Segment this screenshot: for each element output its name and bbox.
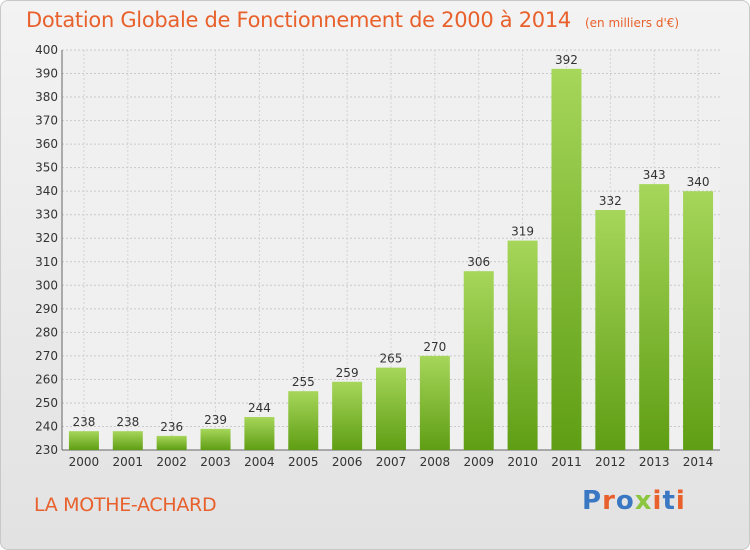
y-tick-label: 310 (35, 255, 58, 269)
bar-2006 (332, 381, 363, 450)
value-label-2014: 340 (687, 175, 710, 189)
bar-2002 (156, 435, 187, 450)
bar-2010 (507, 240, 538, 450)
x-tick-label: 2006 (332, 455, 363, 469)
logo-letter: r (602, 486, 616, 516)
x-tick-label: 2004 (244, 455, 275, 469)
proxiti-logo[interactable]: Proxiti (582, 486, 686, 516)
x-tick-label: 2005 (288, 455, 319, 469)
value-label-2001: 238 (116, 415, 139, 429)
logo-letter: i (675, 486, 686, 516)
y-tick-label: 320 (35, 231, 58, 245)
value-label-2006: 259 (336, 366, 359, 380)
city-name: LA MOTHE-ACHARD (34, 494, 217, 516)
y-tick-label: 340 (35, 184, 58, 198)
y-tick-label: 390 (35, 67, 58, 81)
value-label-2003: 239 (204, 413, 227, 427)
logo-letter: t (662, 486, 676, 516)
y-tick-label: 400 (35, 43, 58, 57)
value-label-2010: 319 (511, 225, 534, 239)
bar-2008 (419, 355, 450, 450)
chart-subtitle: (en milliers d'€) (584, 16, 680, 30)
bar-2007 (376, 367, 406, 450)
y-tick-label: 240 (35, 419, 58, 433)
value-label-2008: 270 (423, 340, 446, 354)
bars-layer (68, 68, 714, 451)
value-label-2000: 238 (72, 415, 95, 429)
value-label-2002: 236 (160, 420, 183, 434)
value-label-2009: 306 (467, 255, 490, 269)
value-label-2007: 265 (380, 352, 403, 366)
bar-2011 (551, 68, 582, 450)
y-tick-label: 260 (35, 372, 58, 386)
x-tick-label: 2014 (683, 455, 714, 469)
x-tick-label: 2000 (69, 455, 100, 469)
chart-title: Dotation Globale de Fonctionnement de 20… (26, 8, 679, 32)
logo-letter: i (652, 486, 663, 516)
y-tick-label: 230 (35, 443, 58, 457)
logo-letter: P (582, 486, 603, 516)
logo-letter: x (634, 486, 653, 516)
y-tick-label: 380 (35, 90, 58, 104)
x-tick-label: 2008 (420, 455, 451, 469)
value-label-2005: 255 (292, 375, 315, 389)
value-label-2012: 332 (599, 194, 622, 208)
y-tick-label: 360 (35, 137, 58, 151)
bar-2001 (112, 431, 143, 450)
y-tick-label: 250 (35, 396, 58, 410)
y-tick-label: 350 (35, 161, 58, 175)
bar-2014 (683, 191, 714, 451)
bar-2012 (595, 210, 626, 450)
value-label-2004: 244 (248, 401, 271, 415)
y-tick-label: 280 (35, 325, 58, 339)
value-label-2011: 392 (555, 53, 578, 67)
bar-2009 (463, 271, 494, 450)
bar-2013 (639, 184, 670, 450)
x-tick-label: 2001 (113, 455, 144, 469)
labels-layer: 230 240 250 260 270 280 290 300 310 320 330 340 350 3… (35, 43, 713, 469)
bar-2004 (244, 417, 275, 450)
y-tick-label: 270 (35, 349, 58, 363)
x-tick-label: 2007 (376, 455, 407, 469)
value-label-2013: 343 (643, 168, 666, 182)
y-tick-label: 300 (35, 278, 58, 292)
x-tick-label: 2013 (639, 455, 670, 469)
x-tick-label: 2003 (200, 455, 231, 469)
x-tick-label: 2012 (595, 455, 626, 469)
y-tick-label: 370 (35, 114, 58, 128)
x-tick-label: 2009 (463, 455, 494, 469)
y-tick-label: 330 (35, 208, 58, 222)
x-tick-label: 2002 (156, 455, 187, 469)
bar-2005 (288, 391, 319, 450)
x-tick-label: 2010 (507, 455, 538, 469)
logo-letter: o (615, 486, 635, 516)
bar-2003 (200, 428, 231, 450)
x-tick-label: 2011 (551, 455, 582, 469)
y-tick-label: 290 (35, 302, 58, 316)
chart-title-text: Dotation Globale de Fonctionnement de 20… (26, 8, 571, 32)
bar-2000 (68, 431, 99, 450)
